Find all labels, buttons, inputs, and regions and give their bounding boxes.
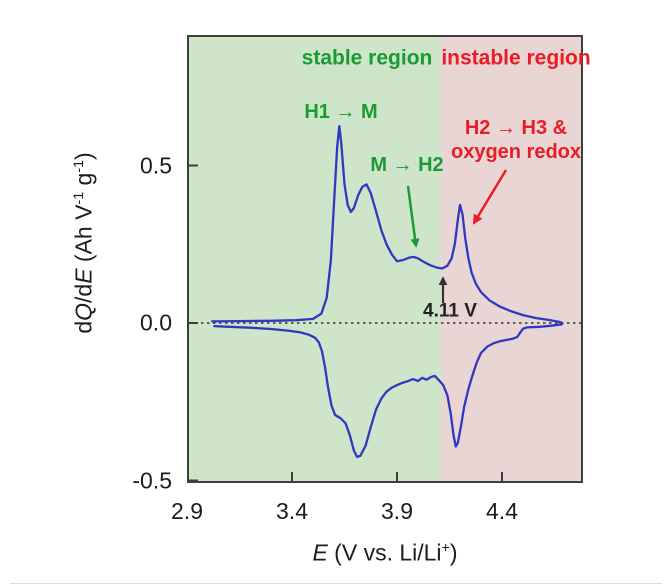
y-axis-title: dQ/dE (Ah V-1 g-1) xyxy=(70,152,97,334)
voltage-411-label: 4.11 V xyxy=(423,300,477,322)
screenshot-bottom-edge xyxy=(10,583,662,584)
oxygen-redox-arrow xyxy=(472,169,508,225)
x-tick-label: 4.4 xyxy=(486,498,518,524)
y-tick-label: 0.0 xyxy=(140,309,172,336)
instable-region-label: instable region xyxy=(441,46,591,70)
x-axis-title: E (V vs. Li/Li+) xyxy=(312,539,458,566)
h1-to-m-label: H1 → M xyxy=(304,101,378,123)
h2-to-h3-line1: H2 → H3 & xyxy=(464,117,568,139)
m-to-h2-label: M → H2 xyxy=(370,154,444,176)
x-tick-label: 2.9 xyxy=(171,498,203,524)
plot-area xyxy=(187,35,583,483)
x-tick-label: 3.9 xyxy=(381,498,413,524)
dqde-curve xyxy=(211,124,563,459)
plot-frame xyxy=(187,35,583,483)
m-to-h2-arrow xyxy=(406,185,420,248)
stable-region-background xyxy=(187,35,442,483)
x-tick-label: 3.4 xyxy=(276,498,308,524)
stable-region-label: stable region xyxy=(301,46,433,70)
h2-to-h3-line2: oxygen redox xyxy=(450,141,582,163)
h2-to-h3-oxygen-redox-label: H2 → H3 & oxygen redox xyxy=(451,116,581,164)
y-tick-label: 0.5 xyxy=(140,152,172,178)
y-tick-label: -0.5 xyxy=(132,467,172,493)
